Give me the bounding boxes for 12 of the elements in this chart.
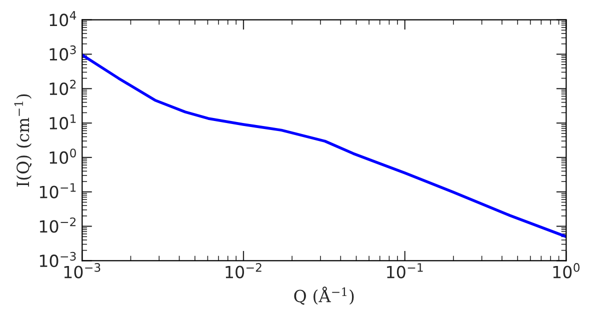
x-tick-label: 10$^{0}$ (553, 263, 580, 278)
y-tick-label: 10$^{1}$ (50, 114, 76, 130)
y-tick-label: 10$^{0}$ (50, 148, 76, 164)
y-axis-title: I(Q) (cm$^{−1}$) (14, 94, 32, 187)
y-tick-label: 10$^{−2}$ (40, 217, 76, 233)
y-tick-label: 10$^{2}$ (50, 80, 76, 96)
x-tick-label: 10$^{−1}$ (387, 263, 423, 278)
x-tick-label: 10$^{−2}$ (226, 263, 262, 278)
y-tick-label: 10$^{−1}$ (40, 183, 76, 198)
x-axis-title: Q (Å$^{−1}$) (294, 286, 354, 305)
y-tick-label: 10$^{4}$ (50, 11, 76, 26)
y-tick-label: 10$^{3}$ (50, 45, 76, 61)
